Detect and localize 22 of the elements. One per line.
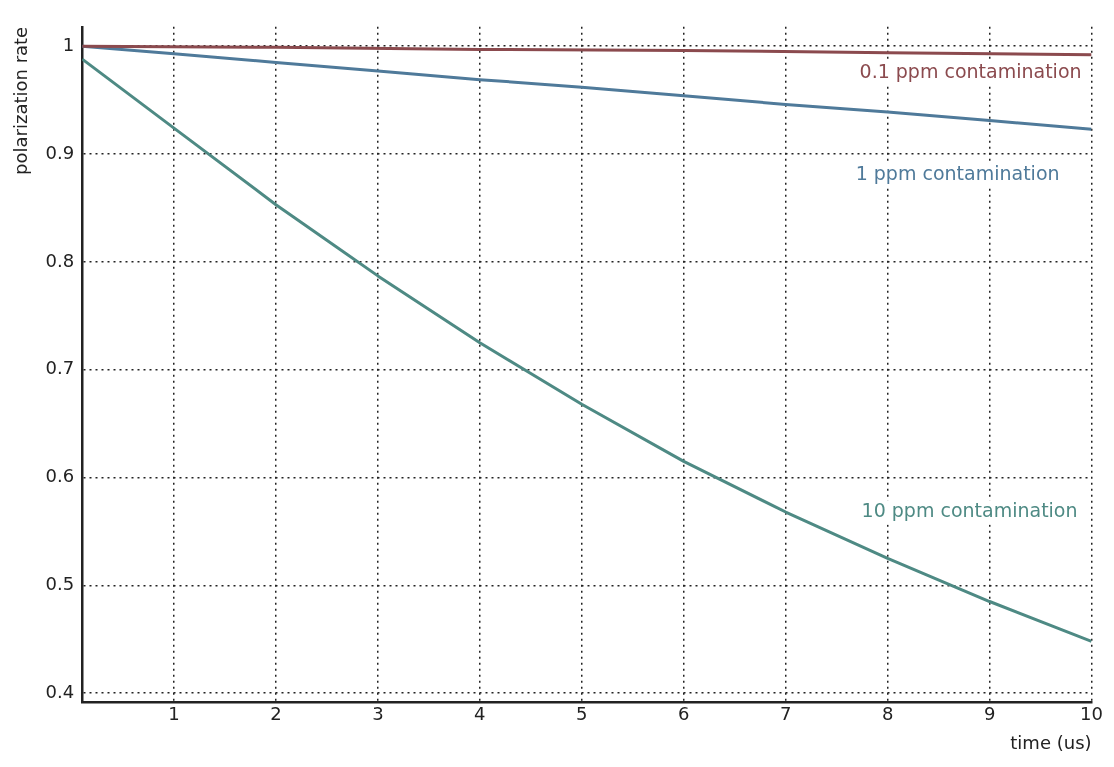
x-tick-label: 9 [983,703,996,725]
y-tick-label: 0.8 [45,249,75,271]
y-tick-label: 0.4 [45,680,75,702]
series-label: 0.1 ppm contamination [859,59,1082,82]
series-label: 10 ppm contamination [861,499,1078,522]
series-label: 1 ppm contamination [855,162,1060,185]
y-tick-label: 0.6 [45,465,75,487]
y-axis-title: polarization rate [10,26,32,175]
x-axis-title: time (us) [1010,731,1092,753]
x-tick-label: 4 [474,703,486,725]
x-tick-label: 1 [168,703,180,725]
y-tick-label: 1 [62,33,75,55]
x-tick-label: 7 [779,703,792,725]
x-tick-label: 2 [270,703,282,725]
x-tick-label: 5 [576,703,588,725]
x-tick-label: 3 [372,703,384,725]
x-tick-label: 10 [1080,703,1103,725]
x-tick-label: 6 [678,703,690,725]
y-tick-label: 0.9 [45,141,75,163]
y-tick-label: 0.5 [45,573,75,595]
y-tick-label: 0.7 [45,357,75,379]
x-tick-label: 8 [881,703,894,725]
